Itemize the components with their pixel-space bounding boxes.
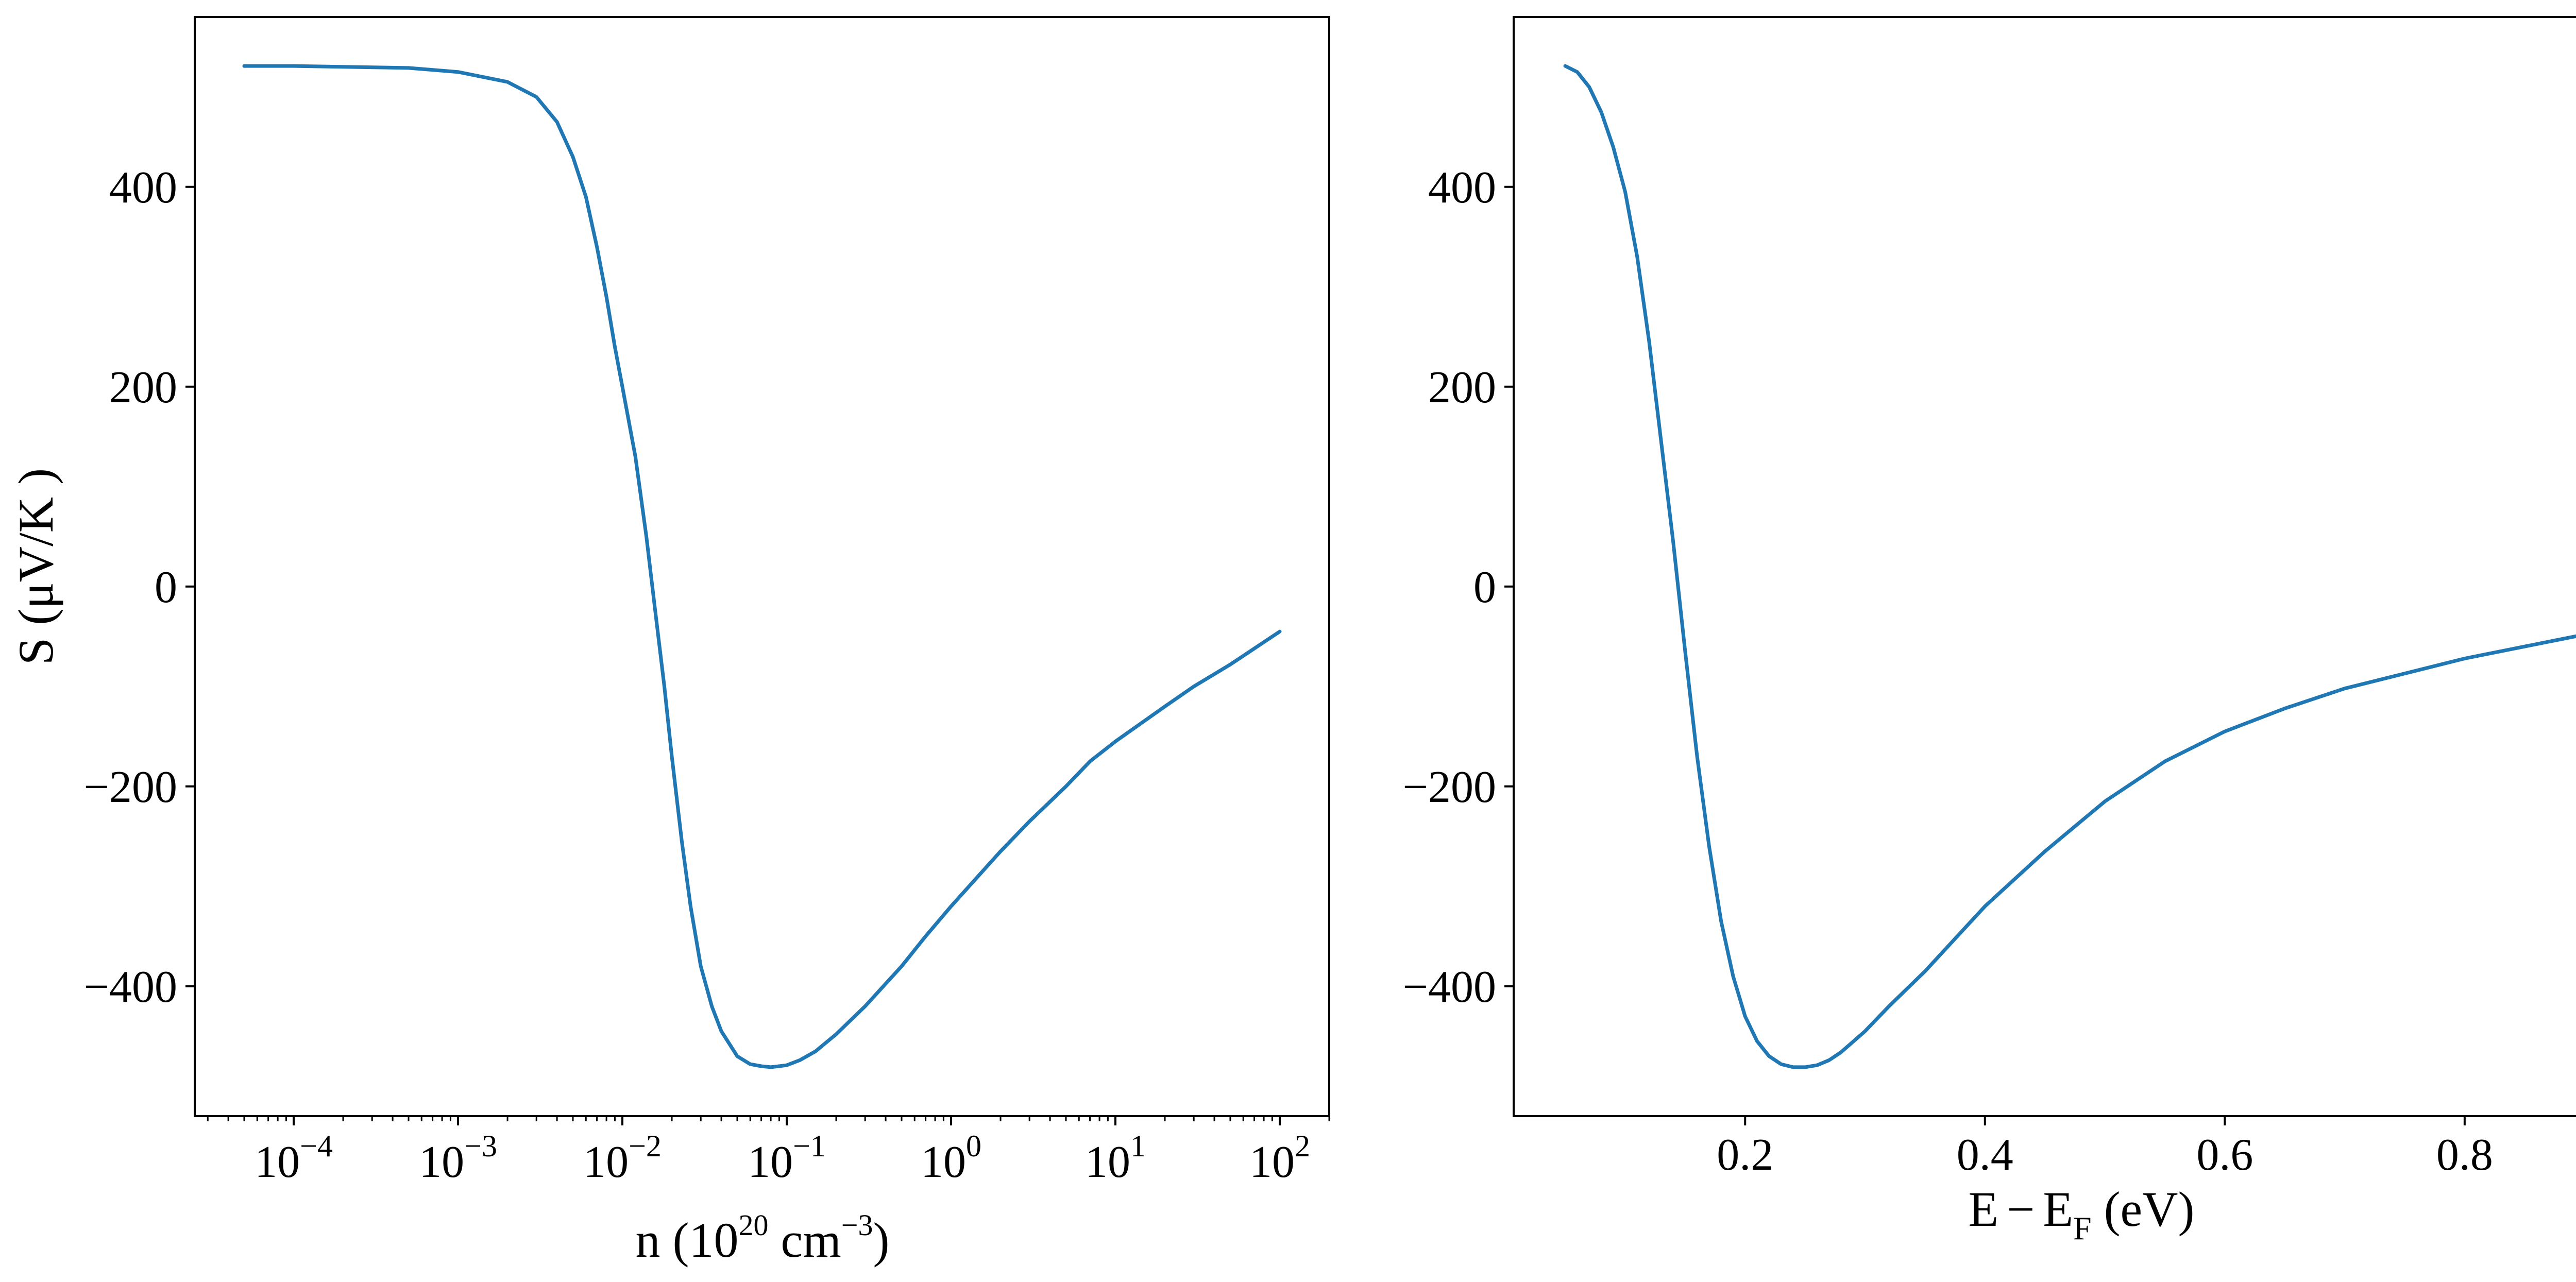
left-y-tick-label: 400 (109, 163, 177, 213)
left-axes-frame (194, 16, 1330, 1117)
right-y-tick-label: −200 (1402, 762, 1496, 812)
right-ticks: 400 200 0 −200 −400 0.2 0.4 0.6 0.8 (1402, 163, 2493, 1180)
right-x-tick-label: 0.2 (1717, 1130, 1773, 1180)
left-x-tick-label: 10−4 (255, 1129, 333, 1187)
left-x-tick-label: 100 (921, 1129, 981, 1187)
left-x-tick-label: 101 (1085, 1129, 1146, 1187)
left-x-tick-label: 102 (1249, 1129, 1310, 1187)
left-x-tick-label: 10−2 (583, 1129, 662, 1187)
left-series-line (242, 64, 1282, 1069)
left-y-axis-label: S (μV/K ) (8, 468, 63, 665)
right-x-tick-label: 0.8 (2436, 1130, 2493, 1180)
left-x-axis-label: n (1020 cm−3) (636, 1208, 890, 1268)
left-x-tick-label: 10−3 (419, 1129, 497, 1187)
right-y-tick-label: 0 (1473, 562, 1496, 612)
left-ticks: 400 200 0 −200 −400 10−4 10−3 10−2 10−1 100 101 102 (83, 163, 1330, 1187)
right-panel: 400 200 0 −200 −400 0.2 0.4 0.6 0.8 E − EF (eV) (1402, 16, 2576, 1246)
left-y-tick-label: −200 (83, 762, 177, 812)
left-x-tick-label: 10−1 (748, 1129, 826, 1187)
left-y-tick-label: −400 (83, 962, 177, 1012)
right-axes-frame (1513, 16, 2576, 1117)
right-series-line (1563, 64, 2576, 1069)
right-x-tick-label: 0.4 (1957, 1130, 2013, 1180)
left-y-tick-label: 0 (155, 562, 177, 612)
right-x-axis-label: E − EF (eV) (1969, 1182, 2195, 1246)
right-y-tick-label: 400 (1428, 163, 1496, 213)
right-y-tick-label: −400 (1402, 962, 1496, 1012)
left-panel: 400 200 0 −200 −400 10−4 10−3 10−2 10−1 100 101 102… (8, 16, 1330, 1268)
left-y-tick-label: 200 (109, 363, 177, 413)
right-y-tick-label: 200 (1428, 363, 1496, 413)
right-x-tick-label: 0.6 (2196, 1130, 2253, 1180)
